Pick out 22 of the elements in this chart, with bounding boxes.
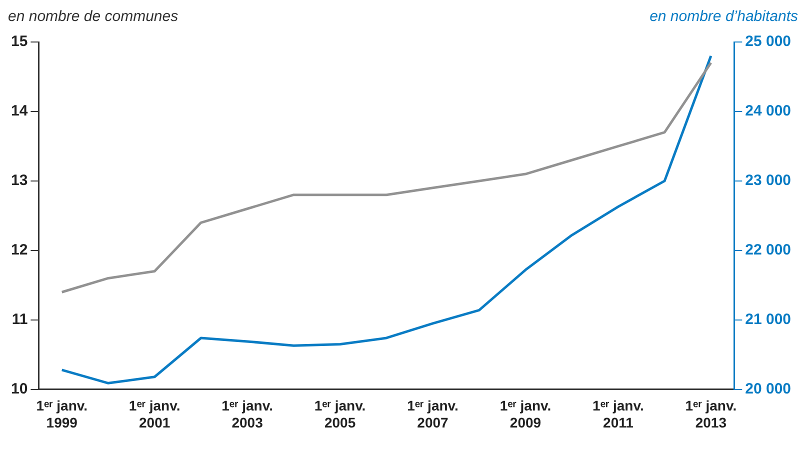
y-tick-label: 14 <box>10 102 28 120</box>
y2-tick-label: 24 000 <box>745 102 792 120</box>
y-tick-label: 15 <box>10 33 28 50</box>
y-tick-label: 13 <box>10 172 28 190</box>
x-tick-label: 1ᵉʳ janv. 2013 <box>685 398 737 430</box>
y-tick-label: 11 <box>12 311 28 328</box>
x-tick-label: 1ᵉʳ janv. 2005 <box>314 398 366 430</box>
y-tick-label: 10 <box>10 380 28 398</box>
x-tick-label: 1ᵉʳ janv. 2011 <box>592 398 644 430</box>
y-axis-title: en nombre de communes <box>8 8 178 27</box>
y-tick-label: 12 <box>10 242 28 259</box>
x-tick-label: 1ᵉʳ janv. 2003 <box>222 398 273 430</box>
x-tick-label: 1ᵉʳ janv. 2001 <box>128 398 180 430</box>
y2-tick-label: 25 000 <box>745 33 792 50</box>
y2-tick-label: 22 000 <box>745 242 792 259</box>
x-tick-label: 1ᵉʳ janv. 2009 <box>500 398 552 430</box>
x-tick-label: 1ᵉʳ janv. 2007 <box>407 398 458 430</box>
y2-tick-label: 20 000 <box>745 380 792 398</box>
x-tick-label: 1ᵉʳ janv. 1999 <box>36 398 88 430</box>
y2-axis-title: en nombre d’habitants <box>650 8 798 27</box>
y2-tick-label: 21 000 <box>745 311 792 328</box>
y2-tick-label: 23 000 <box>745 172 792 190</box>
